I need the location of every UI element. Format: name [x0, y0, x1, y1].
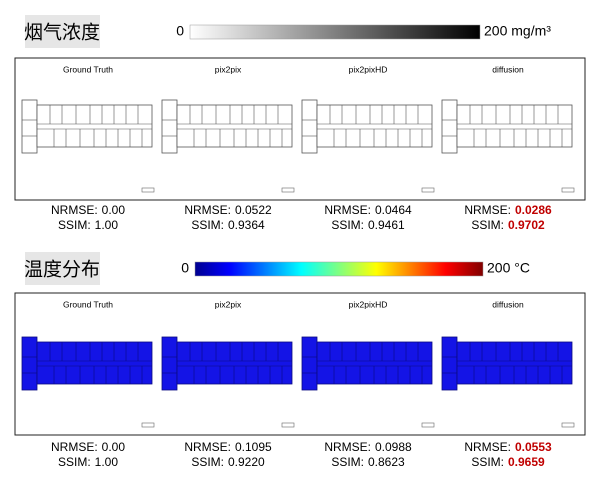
panel-frame — [14, 57, 586, 201]
building-body — [316, 104, 433, 148]
metric-value: 0.8623 — [368, 455, 405, 469]
title-box — [25, 252, 100, 285]
metric-nrmse: NRMSE: 0.0988 — [324, 440, 412, 454]
metric-nrmse: NRMSE: 0.1095 — [184, 440, 272, 454]
metric-nrmse: NRMSE: 0.0286 — [464, 203, 552, 217]
building-body — [176, 104, 293, 148]
metric-value: 1.00 — [95, 455, 119, 469]
panel-label: pix2pix — [215, 64, 242, 74]
metric-label: SSIM: — [471, 455, 504, 469]
scale-mark — [141, 422, 155, 428]
scale-mark — [281, 187, 295, 193]
metric-value: 0.0522 — [235, 203, 272, 217]
building-body — [176, 341, 293, 385]
building-body — [456, 341, 573, 385]
metric-nrmse: NRMSE: 0.00 — [51, 440, 125, 454]
metric-value: 0.0286 — [515, 203, 552, 217]
metric-ssim: SSIM: 0.9364 — [191, 218, 265, 232]
metric-value: 0.0553 — [515, 440, 552, 454]
colorbar — [194, 261, 484, 277]
panel-label: pix2pixHD — [349, 299, 388, 309]
metric-value: 0.0464 — [375, 203, 412, 217]
scale-mark — [421, 187, 435, 193]
building-body — [316, 341, 433, 385]
panel-label: pix2pix — [215, 299, 242, 309]
metric-nrmse: NRMSE: 0.0464 — [324, 203, 412, 217]
colorbar-min: 0 — [176, 23, 184, 39]
building-body — [36, 104, 153, 148]
scale-mark — [281, 422, 295, 428]
metric-label: NRMSE: — [324, 203, 371, 217]
colorbar — [189, 24, 481, 40]
section-title: 烟气浓度 — [24, 22, 100, 44]
building-wing — [161, 99, 178, 154]
metric-ssim: SSIM: 0.9702 — [471, 218, 545, 232]
building-wing — [441, 99, 458, 154]
colorbar-max: 200 °C — [487, 260, 530, 276]
colorbar-max: 200 mg/m³ — [484, 23, 551, 39]
building-body — [456, 104, 573, 148]
metric-value: 0.00 — [102, 203, 126, 217]
metric-value: 0.1095 — [235, 440, 272, 454]
metric-value: 0.9220 — [228, 455, 265, 469]
metric-label: SSIM: — [191, 218, 224, 232]
metric-ssim: SSIM: 1.00 — [58, 218, 118, 232]
metric-nrmse: NRMSE: 0.0553 — [464, 440, 552, 454]
panel-label: diffusion — [492, 299, 524, 309]
scale-mark — [141, 187, 155, 193]
metric-ssim: SSIM: 0.9659 — [471, 455, 545, 469]
building-wing — [441, 336, 458, 391]
metric-value: 0.0988 — [375, 440, 412, 454]
metric-ssim: SSIM: 0.8623 — [331, 455, 405, 469]
building-body — [36, 341, 153, 385]
panel-frame — [14, 292, 586, 436]
panel-label: Ground Truth — [63, 299, 113, 309]
metric-nrmse: NRMSE: 0.0522 — [184, 203, 272, 217]
panel-label: diffusion — [492, 64, 524, 74]
metric-label: NRMSE: — [51, 203, 98, 217]
scale-mark — [561, 422, 575, 428]
metric-label: SSIM: — [331, 218, 364, 232]
building-wing — [21, 99, 38, 154]
metric-label: NRMSE: — [184, 440, 231, 454]
panel-label: Ground Truth — [63, 64, 113, 74]
metric-label: SSIM: — [471, 218, 504, 232]
metric-label: SSIM: — [331, 455, 364, 469]
building-wing — [161, 336, 178, 391]
colorbar-min: 0 — [181, 260, 189, 276]
metric-label: NRMSE: — [51, 440, 98, 454]
title-box — [25, 15, 100, 48]
panel-label: pix2pixHD — [349, 64, 388, 74]
building-wing — [301, 99, 318, 154]
metric-value: 0.9702 — [508, 218, 545, 232]
metric-value: 0.00 — [102, 440, 126, 454]
metric-value: 1.00 — [95, 218, 119, 232]
metric-value: 0.9659 — [508, 455, 545, 469]
section-title: 温度分布 — [24, 259, 100, 281]
section: 温度分布 0 200 °C Ground Truth NRMSE: 0.00 SSIM: 1.… — [14, 252, 586, 469]
metric-nrmse: NRMSE: 0.00 — [51, 203, 125, 217]
metric-value: 0.9461 — [368, 218, 405, 232]
building-wing — [21, 336, 38, 391]
scale-mark — [421, 422, 435, 428]
metric-label: NRMSE: — [464, 440, 511, 454]
metric-label: SSIM: — [191, 455, 224, 469]
metric-label: SSIM: — [58, 455, 91, 469]
metric-label: NRMSE: — [184, 203, 231, 217]
building-wing — [301, 336, 318, 391]
metric-label: NRMSE: — [324, 440, 371, 454]
metric-ssim: SSIM: 0.9220 — [191, 455, 265, 469]
metric-ssim: SSIM: 1.00 — [58, 455, 118, 469]
metric-value: 0.9364 — [228, 218, 265, 232]
metric-label: NRMSE: — [464, 203, 511, 217]
metric-ssim: SSIM: 0.9461 — [331, 218, 405, 232]
metric-label: SSIM: — [58, 218, 91, 232]
scale-mark — [561, 187, 575, 193]
